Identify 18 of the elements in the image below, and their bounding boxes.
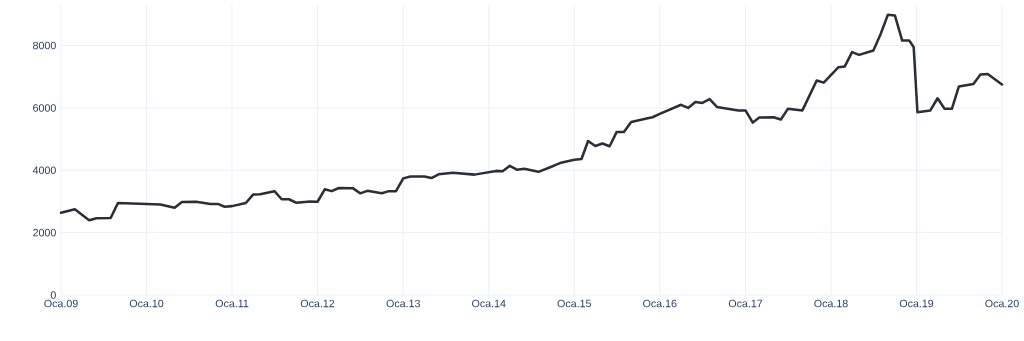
x-tick-label: Oca.15 bbox=[557, 299, 591, 308]
x-tick-label: Oca.17 bbox=[728, 299, 763, 308]
y-tick-label: 6000 bbox=[33, 104, 56, 112]
x-tick-label: Oca.11 bbox=[215, 299, 249, 308]
x-tick-label: Oca.16 bbox=[643, 299, 677, 308]
x-tick-label: Oca.12 bbox=[300, 299, 335, 308]
x-tick-label: Oca.20 bbox=[985, 299, 1019, 308]
line-series bbox=[59, 13, 1004, 222]
x-tick-label: Oca.19 bbox=[899, 299, 934, 308]
y-tick-label: 4000 bbox=[32, 166, 56, 175]
x-tick-label: Oca.14 bbox=[472, 299, 506, 308]
y-tick-label: 0 bbox=[50, 291, 56, 299]
y-tick-label: 2000 bbox=[33, 228, 56, 237]
x-tick-label: Oca.13 bbox=[386, 299, 420, 308]
x-tick-label: Oca.10 bbox=[129, 299, 164, 308]
x-tick-label: Oca.18 bbox=[814, 299, 848, 308]
x-tick-label: Oca.09 bbox=[44, 299, 78, 308]
y-tick-label: 8000 bbox=[33, 41, 56, 50]
